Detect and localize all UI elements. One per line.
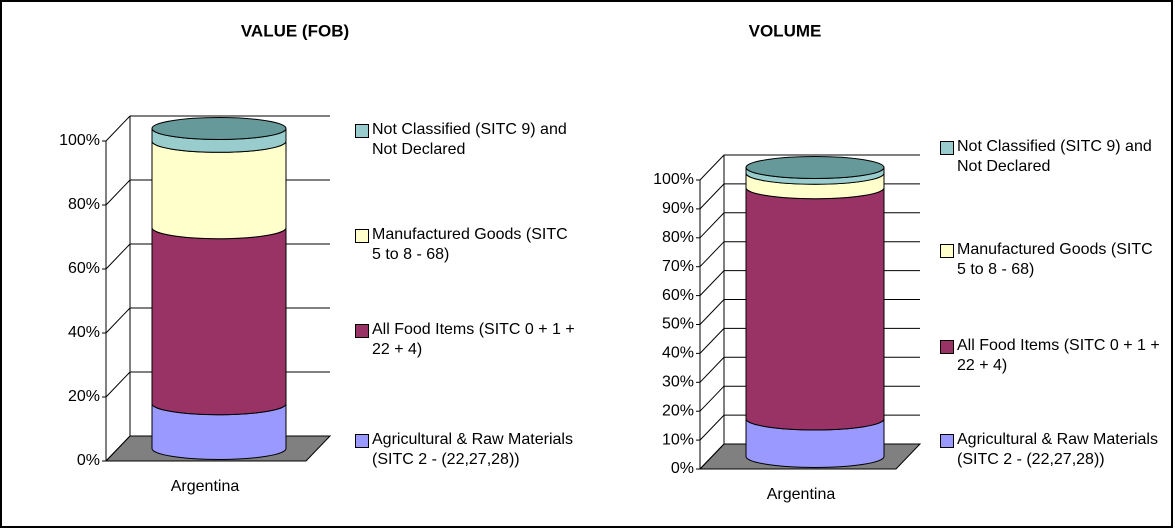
- legend-label: Not Classified (SITC 9) and Not Declared: [372, 121, 567, 158]
- bar-segment: [745, 187, 885, 431]
- legend-swatch: [355, 124, 369, 138]
- legend-item: Agricultural & Raw Materials (SITC 2 - (…: [355, 430, 575, 470]
- legend-item: Not Classified (SITC 9) and Not Declared: [355, 120, 575, 160]
- x-tick-label: Argentina: [171, 478, 240, 495]
- legend-label: Agricultural & Raw Materials (SITC 2 - (…: [957, 431, 1158, 468]
- x-tick-label: Argentina: [767, 486, 836, 503]
- legend-label: All Food Items (SITC 0 + 1 + 22 + 4): [957, 337, 1160, 374]
- chart-title: VOLUME: [749, 21, 822, 40]
- legend-swatch: [940, 434, 954, 448]
- y-tick-label: 10%: [662, 431, 694, 448]
- y-tick-label: 30%: [662, 374, 694, 391]
- legend-swatch: [355, 434, 369, 448]
- y-tick-label: 80%: [662, 229, 694, 246]
- chart-title: VALUE (FOB): [241, 21, 349, 40]
- y-tick-label: 40%: [662, 345, 694, 362]
- legend-item: Manufactured Goods (SITC 5 to 8 - 68): [355, 225, 575, 265]
- legend-label: All Food Items (SITC 0 + 1 + 22 + 4): [372, 321, 575, 358]
- legend-label: Not Classified (SITC 9) and Not Declared: [957, 138, 1152, 175]
- y-tick-label: 40%: [68, 324, 100, 341]
- legend-item: Not Classified (SITC 9) and Not Declared: [940, 137, 1160, 177]
- legend-swatch: [940, 340, 954, 354]
- cylinder-top: [151, 117, 287, 140]
- y-tick-label: 0%: [77, 452, 100, 469]
- y-tick-label: 50%: [662, 316, 694, 333]
- y-tick-label: 0%: [671, 460, 694, 477]
- legend-swatch: [355, 229, 369, 243]
- legend-swatch: [940, 244, 954, 258]
- legend-item: Manufactured Goods (SITC 5 to 8 - 68): [940, 240, 1160, 280]
- y-tick-label: 100%: [59, 132, 100, 149]
- legend-item: All Food Items (SITC 0 + 1 + 22 + 4): [355, 320, 575, 360]
- legend-item: All Food Items (SITC 0 + 1 + 22 + 4): [940, 336, 1160, 376]
- bar-segment: [151, 227, 287, 416]
- y-tick-label: 70%: [662, 258, 694, 275]
- y-tick-label: 60%: [662, 287, 694, 304]
- legend-swatch: [355, 324, 369, 338]
- legend-item: Agricultural & Raw Materials (SITC 2 - (…: [940, 430, 1160, 470]
- legend-label: Manufactured Goods (SITC 5 to 8 - 68): [372, 226, 568, 263]
- legend-label: Agricultural & Raw Materials (SITC 2 - (…: [372, 431, 573, 468]
- legend-label: Manufactured Goods (SITC 5 to 8 - 68): [957, 241, 1153, 278]
- y-tick-label: 90%: [662, 200, 694, 217]
- y-tick-label: 20%: [68, 388, 100, 405]
- bar-segment: [151, 141, 287, 240]
- cylinder-top: [745, 156, 885, 179]
- y-tick-label: 60%: [68, 260, 100, 277]
- y-tick-label: 20%: [662, 402, 694, 419]
- legend-swatch: [940, 141, 954, 155]
- y-tick-label: 80%: [68, 196, 100, 213]
- y-tick-label: 100%: [653, 171, 694, 188]
